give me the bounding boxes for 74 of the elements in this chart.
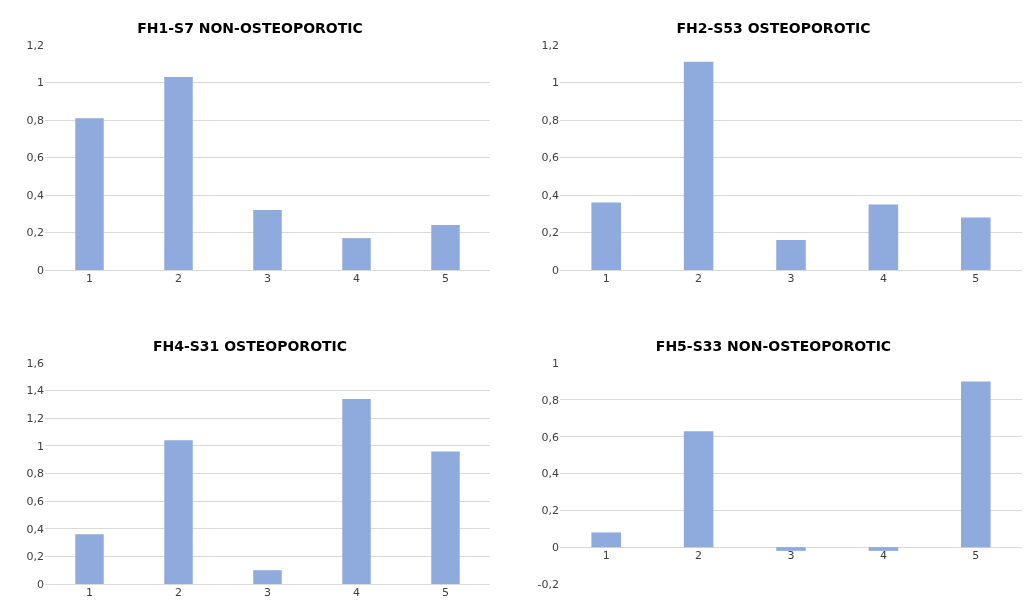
x-tick-label: 4 (353, 272, 360, 285)
bar (591, 202, 621, 270)
y-tick-label: 0,2 (541, 226, 559, 240)
y-tick-label: 0 (37, 577, 44, 591)
bar (164, 76, 193, 270)
chart-title: FH4-S31 OSTEOPOROTIC (152, 337, 348, 354)
y-tick-label: 0,4 (26, 522, 44, 536)
y-tick-label: 0 (37, 263, 44, 277)
x-tick-label: 3 (787, 549, 795, 563)
bar (961, 217, 991, 270)
y-tick-label: 1 (552, 76, 559, 90)
y-tick-label: 1,6 (26, 356, 44, 370)
bar (868, 204, 899, 270)
y-tick-label: 0,2 (541, 504, 559, 518)
y-tick-label: 0,2 (26, 226, 44, 240)
x-tick-label: 2 (175, 272, 182, 285)
bar (431, 451, 460, 584)
x-tick-label: 2 (695, 272, 703, 285)
bar (253, 210, 282, 270)
bar (431, 225, 460, 270)
y-tick-label: -0,2 (537, 577, 559, 591)
y-tick-label: 1 (552, 356, 559, 370)
x-tick-label: 4 (879, 272, 887, 285)
bar (776, 547, 806, 551)
y-tick-label: 0,8 (26, 113, 44, 127)
x-tick-label: 2 (175, 586, 182, 599)
x-tick-label: 1 (86, 586, 93, 599)
x-tick-label: 5 (972, 272, 980, 285)
bar (683, 61, 714, 270)
x-tick-label: 2 (695, 549, 703, 563)
y-tick-label: 0,8 (26, 467, 44, 481)
x-tick-label: 3 (264, 586, 271, 599)
x-tick-label: 1 (602, 272, 610, 285)
y-tick-label: 0,2 (26, 550, 44, 564)
bar (253, 570, 282, 584)
x-tick-label: 3 (264, 272, 271, 285)
chart-title: FH1-S7 NON-OSTEOPOROTIC (137, 19, 363, 36)
y-tick-label: 0,4 (26, 188, 44, 202)
bar (683, 431, 714, 548)
y-tick-label: 0 (552, 541, 559, 555)
bar (75, 118, 104, 270)
bar (342, 398, 371, 584)
y-tick-label: 0,6 (26, 151, 44, 165)
x-tick-label: 4 (353, 586, 360, 599)
bar (776, 240, 806, 270)
y-tick-label: 0,6 (541, 430, 559, 444)
x-tick-label: 3 (787, 272, 795, 285)
y-tick-label: 0,8 (541, 113, 559, 127)
x-tick-label: 5 (442, 272, 449, 285)
bar (591, 532, 621, 548)
y-tick-label: 1,2 (26, 412, 44, 426)
y-tick-label: 0,4 (541, 467, 559, 481)
x-tick-label: 4 (879, 549, 887, 563)
x-tick-label: 1 (602, 549, 610, 563)
y-tick-label: 0,4 (541, 188, 559, 202)
bar (75, 534, 104, 584)
chart-title: FH5-S33 NON-OSTEOPOROTIC (655, 337, 892, 354)
y-tick-label: 1,4 (26, 384, 44, 398)
y-tick-label: 0,6 (541, 151, 559, 165)
chart-title: FH2-S53 OSTEOPOROTIC (676, 19, 871, 36)
y-tick-label: 1 (37, 439, 44, 453)
bar (868, 547, 899, 551)
bar (342, 238, 371, 270)
x-tick-label: 5 (442, 586, 449, 599)
x-tick-label: 1 (86, 272, 93, 285)
y-tick-label: 1,2 (26, 38, 44, 52)
y-tick-label: 1,2 (541, 38, 559, 52)
x-tick-label: 5 (972, 549, 980, 563)
bar (164, 440, 193, 584)
bar (961, 381, 991, 548)
y-tick-label: 0,6 (26, 494, 44, 508)
y-tick-label: 0 (552, 263, 559, 277)
y-tick-label: 0,8 (541, 393, 559, 407)
y-tick-label: 1 (37, 76, 44, 90)
